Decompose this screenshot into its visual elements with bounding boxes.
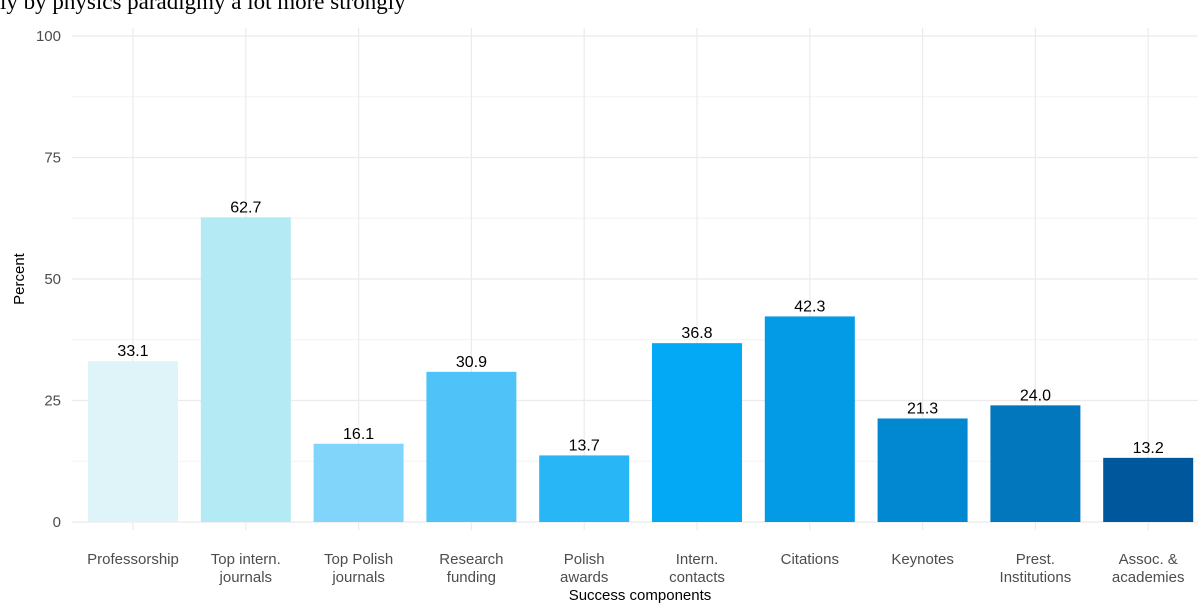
x-axis-ticks: Professorship Top intern. journals Top Poli…: [87, 551, 1184, 586]
bar: [990, 405, 1081, 522]
data-label: 13.2: [1133, 440, 1164, 457]
x-tick-label: Research funding: [439, 551, 503, 586]
cropped-header-text: ly by physics paradigmy a lot more stron…: [0, 0, 406, 14]
bar: [877, 418, 968, 522]
x-tick-label: Prest. Institutions: [1000, 551, 1072, 586]
bar: [88, 361, 178, 522]
y-tick-label: 75: [44, 150, 61, 167]
x-tick-label: Citations: [781, 551, 839, 568]
bar: [764, 316, 855, 522]
data-label: 62.7: [230, 199, 261, 216]
bar: [426, 371, 517, 522]
x-tick-label: Top intern. journals: [211, 551, 281, 586]
y-tick-label: 50: [44, 271, 61, 288]
data-label: 21.3: [907, 400, 938, 417]
y-axis-title: Percent: [11, 252, 28, 305]
y-axis-ticks: 0 25 50 75 100: [36, 28, 61, 531]
data-label: 42.3: [794, 298, 825, 315]
data-label: 30.9: [456, 354, 487, 371]
bar: [652, 343, 742, 522]
x-tick-label: Keynotes: [891, 551, 954, 568]
data-label: 33.1: [117, 343, 148, 360]
data-label: 24.0: [1020, 387, 1051, 404]
data-labels: 33.1 62.7 16.1 30.9 13.7 36.8 42.3 21.3 24.0 13.2: [117, 199, 1163, 457]
data-label: 36.8: [681, 325, 712, 342]
bar: [539, 455, 630, 522]
x-axis-title: Success components: [569, 587, 712, 603]
bar: [200, 217, 291, 522]
x-tick-label: Assoc. & academies: [1112, 551, 1185, 586]
x-tick-label: Polish awards: [560, 551, 608, 586]
data-label: 16.1: [343, 426, 374, 443]
y-tick-label: 100: [36, 28, 61, 45]
bar: [313, 443, 404, 522]
bar: [1103, 457, 1194, 522]
data-label: 13.7: [569, 437, 600, 454]
y-tick-label: 25: [44, 393, 61, 410]
x-tick-label: Professorship: [87, 551, 179, 568]
bars: [88, 217, 1194, 522]
x-tick-label: Top Polish journals: [324, 551, 393, 586]
x-tick-label: Intern. contacts: [669, 551, 725, 586]
y-tick-label: 0: [53, 514, 61, 531]
